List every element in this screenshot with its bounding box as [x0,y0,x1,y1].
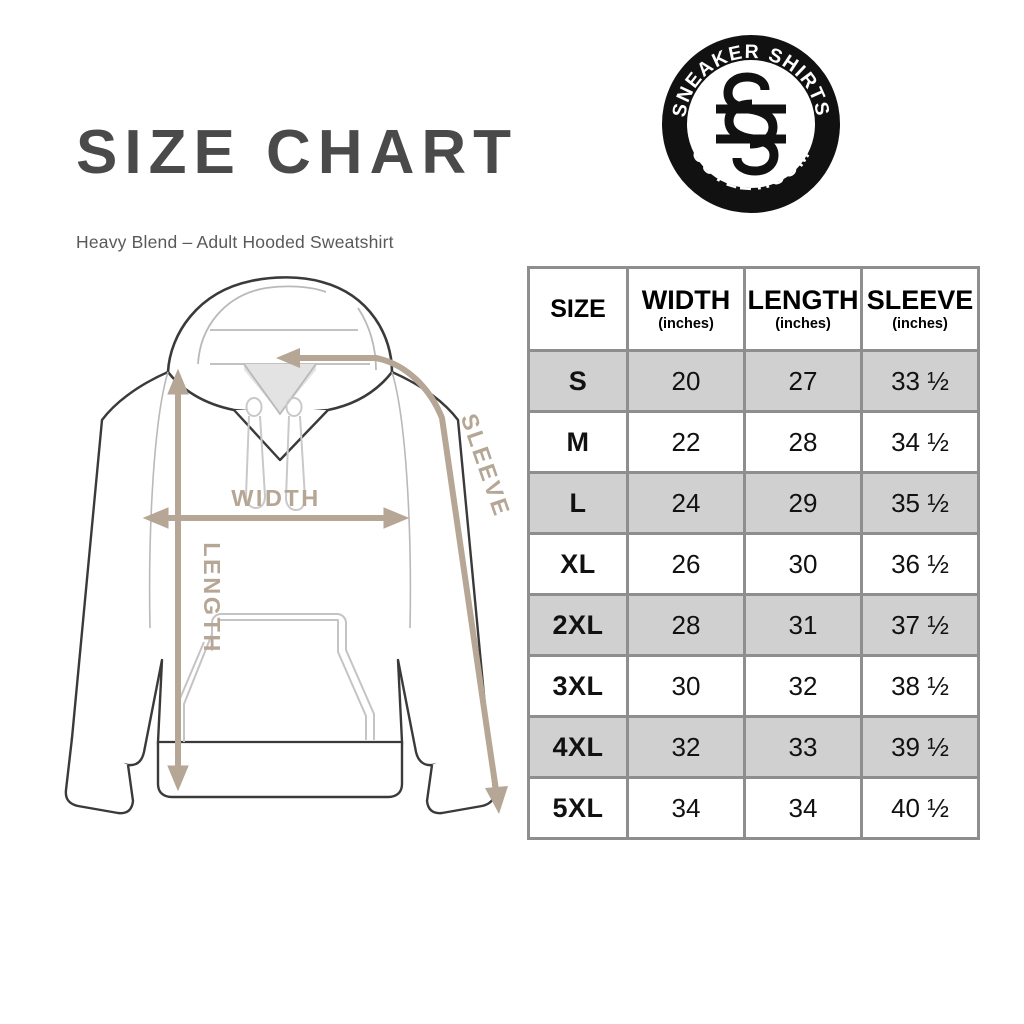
table-row: 5XL 34 34 40 ½ [530,779,977,837]
sneaker-shirts-outlet-logo: SNEAKER SHIRTS OUTLET.COM [659,32,843,216]
column-header-sleeve-label: SLEEVE [866,285,974,316]
cell-length-l: 29 [746,474,860,532]
cell-sleeve-5xl: 40 ½ [863,779,977,837]
cell-width-m: 22 [629,413,743,471]
width-label: WIDTH [231,485,321,511]
column-header-sleeve: SLEEVE (inches) [863,269,977,349]
cell-sleeve-l: 35 ½ [863,474,977,532]
column-header-sleeve-unit: (inches) [892,315,948,332]
cell-size-l: L [530,474,626,532]
cell-width-2xl: 28 [629,596,743,654]
column-header-size: SIZE [530,269,626,349]
table-row: 3XL 30 32 38 ½ [530,657,977,715]
cell-width-xl: 26 [629,535,743,593]
size-table-body: S 20 27 33 ½ M 22 28 34 ½ L 24 29 35 ½ XL 26 30 36 ½ 2XL… [530,352,977,837]
cell-sleeve-xl: 36 ½ [863,535,977,593]
cell-length-m: 28 [746,413,860,471]
cell-width-s: 20 [629,352,743,410]
column-header-length-label: LENGTH [747,285,859,316]
cell-size-2xl: 2XL [530,596,626,654]
cell-length-3xl: 32 [746,657,860,715]
length-label: LENGTH [199,542,225,654]
hooded-sweatshirt-diagram: WIDTH LENGTH SLEEVE [58,268,524,834]
cell-length-s: 27 [746,352,860,410]
column-header-length: LENGTH (inches) [746,269,860,349]
column-header-width: WIDTH (inches) [629,269,743,349]
column-header-width-unit: (inches) [658,315,714,332]
cell-length-2xl: 31 [746,596,860,654]
table-row: L 24 29 35 ½ [530,474,977,532]
column-header-width-label: WIDTH [641,285,731,316]
cell-sleeve-3xl: 38 ½ [863,657,977,715]
cell-width-3xl: 30 [629,657,743,715]
size-table-container: SIZE WIDTH (inches) LENGTH (inches) SLEE… [527,266,980,840]
table-row: M 22 28 34 ½ [530,413,977,471]
cell-sleeve-2xl: 37 ½ [863,596,977,654]
title-block: SIZE CHART Heavy Blend – Adult Hooded Sw… [76,118,518,253]
cell-size-xl: XL [530,535,626,593]
cell-size-3xl: 3XL [530,657,626,715]
table-row: 4XL 32 33 39 ½ [530,718,977,776]
logo-badge-icon: SNEAKER SHIRTS OUTLET.COM [662,35,840,213]
cell-size-m: M [530,413,626,471]
length-measure-arrow [167,368,189,792]
size-table-head: SIZE WIDTH (inches) LENGTH (inches) SLEE… [530,269,977,349]
table-row: 2XL 28 31 37 ½ [530,596,977,654]
cell-size-5xl: 5XL [530,779,626,837]
width-measure-arrow [142,507,410,529]
page-subtitle: Heavy Blend – Adult Hooded Sweatshirt [76,232,394,252]
table-row: XL 26 30 36 ½ [530,535,977,593]
page-title: SIZE CHART [76,118,518,187]
cell-sleeve-4xl: 39 ½ [863,718,977,776]
cell-width-l: 24 [629,474,743,532]
sleeve-measure-arrow [276,348,508,814]
cell-sleeve-m: 34 ½ [863,413,977,471]
cell-size-s: S [530,352,626,410]
cell-sleeve-s: 33 ½ [863,352,977,410]
column-header-size-label: SIZE [550,294,606,323]
cell-length-5xl: 34 [746,779,860,837]
table-header-row: SIZE WIDTH (inches) LENGTH (inches) SLEE… [530,269,977,349]
cell-width-5xl: 34 [629,779,743,837]
column-header-length-unit: (inches) [775,315,831,332]
cell-size-4xl: 4XL [530,718,626,776]
table-row: S 20 27 33 ½ [530,352,977,410]
logo-monogram-ss [716,72,786,176]
size-table: SIZE WIDTH (inches) LENGTH (inches) SLEE… [527,266,980,840]
hoodie-illustration-icon: WIDTH LENGTH SLEEVE [64,276,515,815]
cell-length-4xl: 33 [746,718,860,776]
cell-length-xl: 30 [746,535,860,593]
cell-width-4xl: 32 [629,718,743,776]
